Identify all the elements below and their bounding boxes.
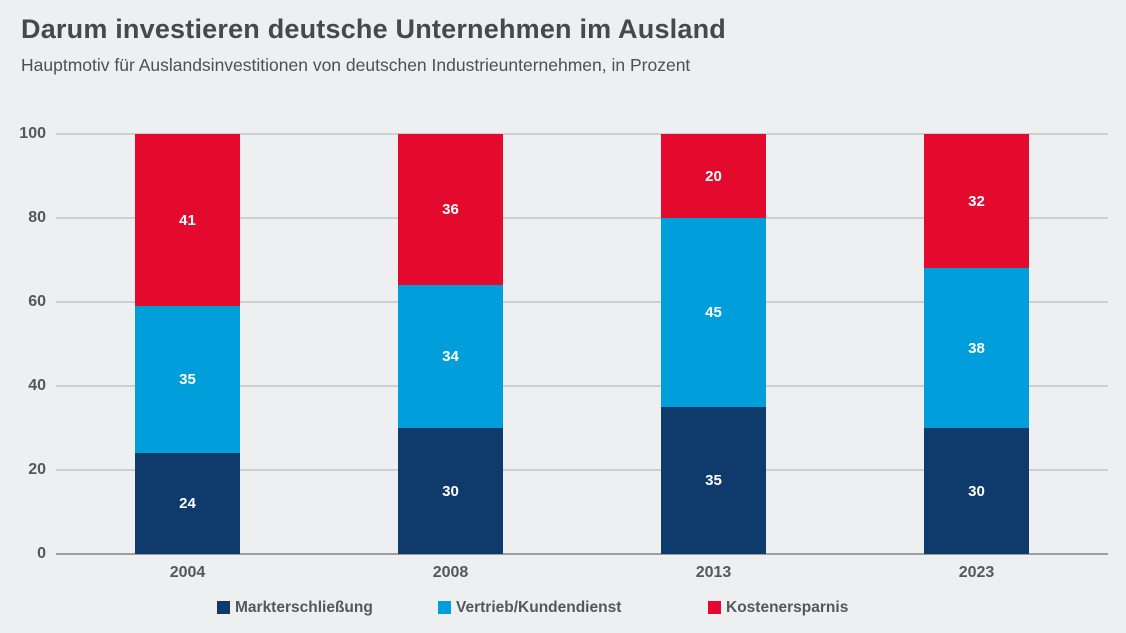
bar-2013-markterschließung: 35 — [661, 407, 766, 554]
bar-value-label: 45 — [705, 304, 722, 321]
legend-item-vertrieb-kundendienst: Vertrieb/Kundendienst — [438, 599, 621, 619]
gridline-20 — [56, 469, 1108, 471]
bar-value-label: 24 — [179, 495, 196, 513]
bar-value-label: 20 — [705, 167, 722, 185]
x-axis-label-2013: 2013 — [695, 564, 732, 581]
x-axis-label-2023: 2023 — [958, 564, 995, 581]
bar-2004-kostenersparnis: 41 — [135, 134, 240, 307]
gridline-100 — [56, 133, 1108, 135]
chart-subtitle: Hauptmotiv für Auslandsinvestitionen von… — [21, 55, 691, 75]
bar-2004-markterschließung: 24 — [135, 453, 240, 554]
legend-swatch-vertrieb-kundendienst — [438, 601, 451, 614]
bar-value-label: 35 — [705, 472, 722, 489]
bar-2008-markterschließung: 30 — [398, 428, 503, 554]
bar-value-label: 36 — [442, 201, 459, 219]
bar-value-label: 34 — [442, 348, 459, 366]
bar-2013-kostenersparnis: 20 — [661, 134, 766, 218]
bar-2023-kostenersparnis: 32 — [924, 134, 1029, 269]
legend-item-markterschließung: Markterschließung — [217, 599, 373, 619]
legend-label-markterschließung: Markterschließung — [235, 599, 373, 616]
bar-2023-markterschließung: 30 — [924, 428, 1029, 554]
y-axis-label-40: 40 — [28, 377, 46, 394]
x-axis-label-2008: 2008 — [432, 564, 469, 581]
bar-value-label: 41 — [179, 211, 196, 229]
gridline-40 — [56, 385, 1108, 387]
legend-swatch-markterschließung — [217, 601, 230, 614]
bar-value-label: 38 — [968, 339, 985, 357]
y-axis-label-80: 80 — [28, 209, 46, 226]
bar-2023-vertrieb-kundendienst: 38 — [924, 268, 1029, 428]
bar-value-label: 30 — [442, 482, 459, 500]
gridline-60 — [56, 301, 1108, 303]
y-axis-label-60: 60 — [28, 293, 46, 310]
legend-item-kostenersparnis: Kostenersparnis — [708, 599, 848, 619]
bar-2008-vertrieb-kundendienst: 34 — [398, 285, 503, 428]
bar-value-label: 35 — [179, 371, 196, 389]
bar-value-label: 30 — [968, 482, 985, 500]
y-axis-label-0: 0 — [37, 545, 46, 562]
y-axis-label-20: 20 — [28, 461, 46, 478]
gridline-80 — [56, 217, 1108, 219]
bar-2004-vertrieb-kundendienst: 35 — [135, 306, 240, 454]
y-axis-label-100: 100 — [19, 125, 46, 142]
bar-2008-kostenersparnis: 36 — [398, 134, 503, 286]
bar-2013-vertrieb-kundendienst: 45 — [661, 218, 766, 407]
legend-swatch-kostenersparnis — [708, 601, 721, 614]
bar-value-label: 32 — [968, 192, 985, 210]
chart-title: Darum investieren deutsche Unternehmen i… — [21, 14, 726, 44]
legend-label-vertrieb-kundendienst: Vertrieb/Kundendienst — [456, 599, 622, 616]
gridline-0 — [56, 553, 1108, 555]
legend-label-kostenersparnis: Kostenersparnis — [726, 599, 849, 616]
x-axis-label-2004: 2004 — [169, 564, 206, 581]
